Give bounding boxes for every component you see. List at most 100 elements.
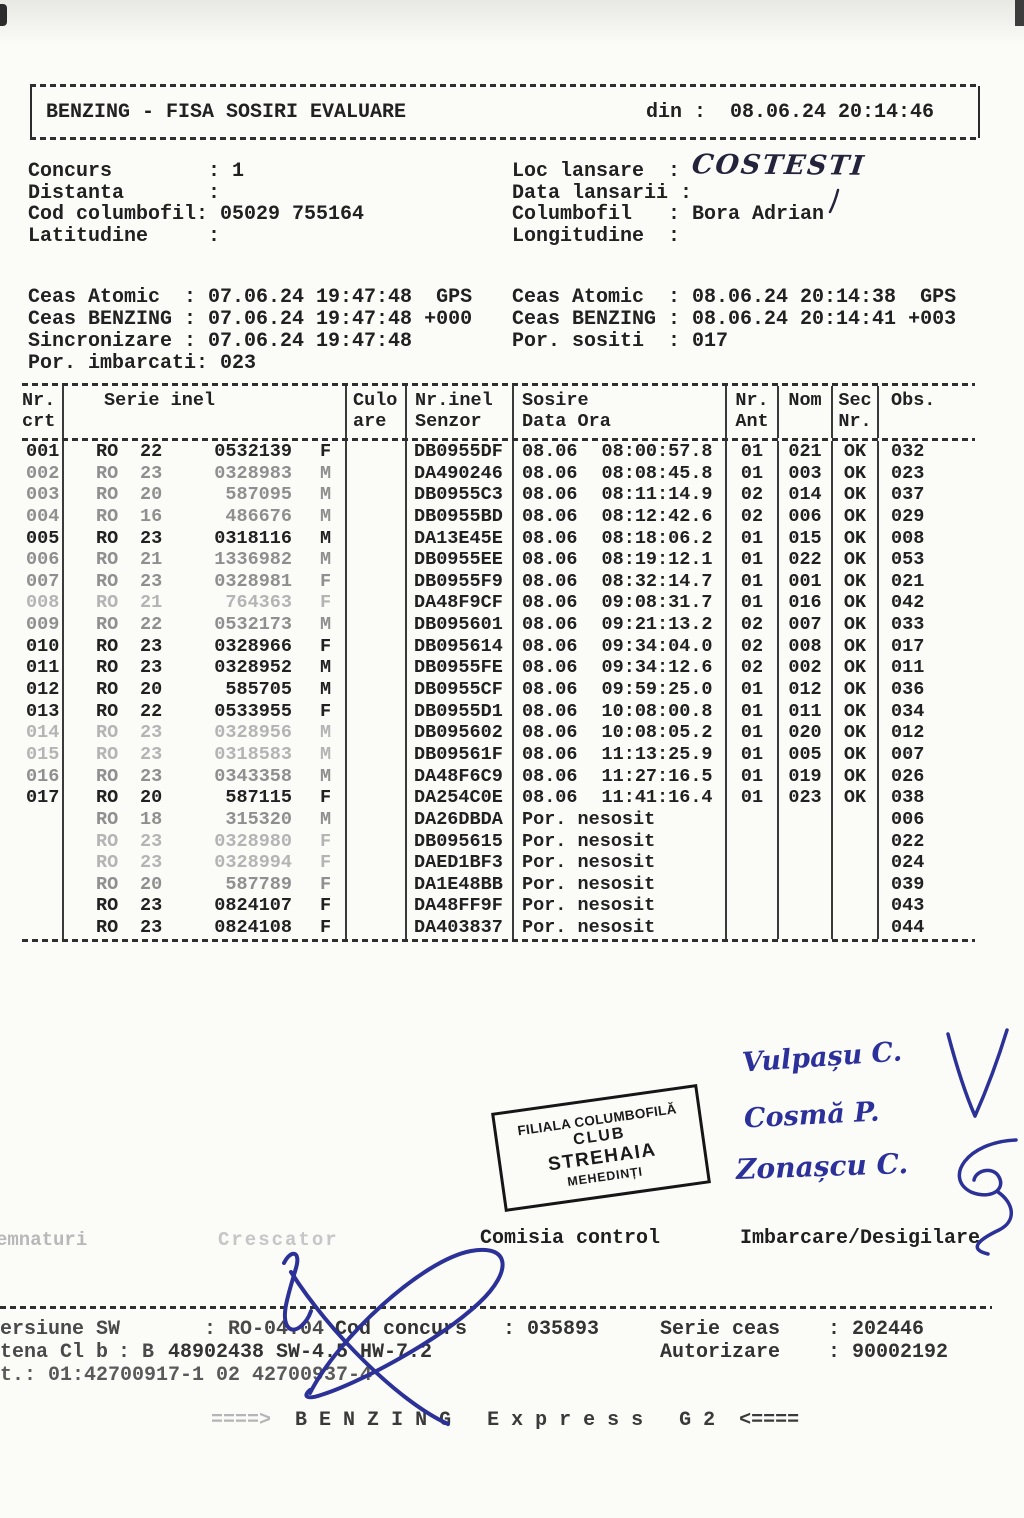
clock-line: Ceas Atomic : 07.06.24 19:47:48 GPS <box>28 286 473 309</box>
antenna-number: 02 <box>725 484 777 506</box>
sensor-id: DA48F9CF <box>405 592 512 615</box>
antenna-number: 01 <box>725 679 777 701</box>
arrival-cell: Por. nesosit <box>512 852 725 874</box>
clock-block-right: Ceas Atomic : 08.06.24 20:14:38 GPS Ceas… <box>512 287 956 353</box>
sec-status: OK <box>831 743 877 766</box>
sec-status: OK <box>831 549 877 571</box>
color-cell <box>345 917 405 939</box>
ring-number: 587095 <box>225 484 292 506</box>
clock-line: Por. sositi : 017 <box>512 330 729 353</box>
observation-number: 037 <box>877 484 975 506</box>
ring-series: RO 20 587115 F <box>62 787 345 809</box>
antenna-number <box>725 873 777 896</box>
table-row: 011 RO 23 0328952 M DB0955FE 08.06 09:34:12.6 02… <box>22 657 975 680</box>
handwritten-signer-name: Cosmă P. <box>743 1096 881 1135</box>
info-line: Data lansarii : <box>512 181 693 205</box>
observation-number: 006 <box>877 808 975 831</box>
arrival-date: 08.06 <box>522 484 578 506</box>
color-cell <box>345 808 405 831</box>
arrival-cell: 08.06 08:19:12.1 <box>512 549 725 571</box>
sec-status <box>831 895 877 918</box>
sec-status: OK <box>831 462 877 485</box>
table-row: 013 RO 22 0533955 F DB0955D1 08.06 10:08:00.8 01… <box>22 700 975 723</box>
ring-year: 20 <box>140 873 163 895</box>
sex-code: M <box>320 765 332 787</box>
pen-tick-mark <box>828 188 840 214</box>
sec-status: OK <box>831 505 877 528</box>
bat-line: t.: 01:42700917-1 02 42700937-4 <box>0 1364 373 1387</box>
color-cell <box>345 722 405 744</box>
color-cell <box>345 830 405 853</box>
nomination-number: 003 <box>777 462 831 485</box>
ring-country: RO <box>96 549 119 571</box>
sec-status <box>831 852 877 874</box>
ring-country: RO <box>96 852 119 874</box>
ring-number: 0328956 <box>214 722 292 744</box>
arrival-date: 08.06 <box>522 635 578 657</box>
info-line: Distanta : <box>28 181 221 205</box>
info-line: Longitudine : <box>512 224 681 248</box>
nomination-number <box>777 873 831 896</box>
arrival-time: 08:08:45.8 <box>601 462 713 484</box>
ring-number: 0328966 <box>214 635 292 657</box>
observation-number: 038 <box>877 787 975 809</box>
sex-code: F <box>320 895 332 917</box>
ring-year: 22 <box>140 700 163 722</box>
ring-year: 23 <box>140 830 163 852</box>
color-cell <box>345 787 405 809</box>
ring-series: RO 23 0328994 F <box>62 852 345 874</box>
col-header-obs: Obs. <box>877 386 975 438</box>
sex-code: F <box>320 700 332 722</box>
ring-series: RO 20 587789 F <box>62 873 345 896</box>
header-dashed-border-top <box>30 84 980 87</box>
sex-code: F <box>320 873 332 895</box>
antenna-number: 02 <box>725 614 777 636</box>
arrival-date: 08.06 <box>522 700 578 722</box>
color-cell <box>345 657 405 680</box>
arrival-cell: 08.06 10:08:00.8 <box>512 700 725 723</box>
ring-country: RO <box>96 614 119 636</box>
sensor-id: DB0955BD <box>405 505 512 528</box>
ring-year: 23 <box>140 852 163 874</box>
sensor-id: DB0955DF <box>405 441 512 463</box>
color-cell <box>345 462 405 485</box>
ring-country: RO <box>96 679 119 701</box>
row-number: 009 <box>26 614 60 636</box>
arrival-date: 08.06 <box>522 787 578 809</box>
nomination-number: 019 <box>777 765 831 788</box>
antenna-number: 01 <box>725 462 777 485</box>
arrival-cell: 08.06 09:34:04.0 <box>512 635 725 658</box>
ring-number: 585705 <box>225 679 292 701</box>
nomination-number: 012 <box>777 679 831 701</box>
sensor-id: DA403837 <box>405 917 512 939</box>
antenna-number: 01 <box>725 787 777 809</box>
ring-series: RO 20 587095 M <box>62 484 345 506</box>
table-row: 006 RO 21 1336982 M DB0955EE 08.06 08:19:12.1 01… <box>22 549 975 571</box>
sensor-id: DA48F6C9 <box>405 765 512 788</box>
sex-code: F <box>320 635 332 657</box>
ring-number: 0328981 <box>214 570 292 592</box>
sensor-id: DB095601 <box>405 614 512 636</box>
row-number: 012 <box>26 679 60 701</box>
arrival-time: 11:41:16.4 <box>601 787 713 809</box>
antenna-number: 01 <box>725 441 777 463</box>
ring-country: RO <box>96 441 119 462</box>
sensor-id: DAED1BF3 <box>405 852 512 874</box>
sensor-id: DA1E48BB <box>405 873 512 896</box>
nomination-number: 021 <box>777 441 831 463</box>
ring-country: RO <box>96 635 119 657</box>
observation-number: 053 <box>877 549 975 571</box>
arrival-status: Por. nesosit <box>522 830 656 852</box>
ring-year: 23 <box>140 743 163 765</box>
arrival-date: 08.06 <box>522 743 578 765</box>
sensor-id: DB0955D1 <box>405 700 512 723</box>
arrival-time: 08:32:14.7 <box>601 570 713 592</box>
arrival-status: Por. nesosit <box>522 895 656 917</box>
row-number: 011 <box>26 657 60 679</box>
color-cell <box>345 549 405 571</box>
sensor-id: DA48FF9F <box>405 895 512 918</box>
ring-series: RO 23 0328956 M <box>62 722 345 744</box>
arrival-date: 08.06 <box>522 614 578 636</box>
info-block-right: Loc lansare : Data lansarii : Columbofil… <box>512 161 824 247</box>
